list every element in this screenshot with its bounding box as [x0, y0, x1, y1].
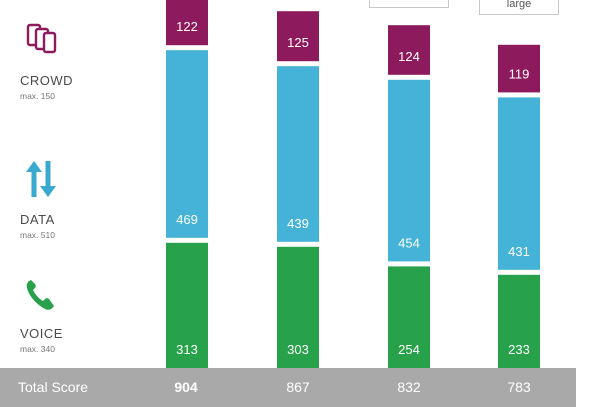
- total-value-1: 904: [174, 379, 198, 395]
- phones-icon: [24, 22, 58, 61]
- value-label-crowd-2: 125: [287, 35, 309, 50]
- bar-voice-2: [277, 246, 319, 368]
- total-value-3: 832: [397, 379, 421, 395]
- total-value-2: 867: [286, 379, 310, 395]
- crowd-label: CROWD: [20, 73, 74, 88]
- bar-crowd-1: [166, 0, 208, 46]
- value-label-voice-4: 233: [508, 342, 530, 357]
- total-score-label: Total Score: [18, 379, 89, 395]
- bar-voice-1: [166, 242, 208, 368]
- value-label-voice-2: 303: [287, 342, 309, 357]
- callout-box-3: [369, 0, 449, 8]
- total-value-4: 783: [507, 379, 531, 395]
- bar-data-4: [498, 97, 540, 270]
- voice-label: VOICE: [20, 326, 63, 341]
- bar-voice-3: [388, 266, 430, 368]
- value-label-data-2: 439: [287, 216, 309, 231]
- bar-voice-4: [498, 274, 540, 368]
- value-label-crowd-4: 119: [509, 66, 530, 81]
- category-data: DATA max. 510: [0, 150, 150, 250]
- bar-data-3: [388, 79, 430, 262]
- bar-crowd-2: [277, 11, 319, 62]
- value-label-data-4: 431: [508, 244, 530, 259]
- stacked-bar-chart: 313 469 122 303 439 125 254 454 124 233 431 119: [166, 0, 540, 368]
- up-down-arrows-icon: [24, 159, 58, 204]
- voice-max: max. 340: [20, 344, 55, 354]
- bar-data-2: [277, 66, 319, 242]
- callout-box-4: large: [479, 0, 559, 15]
- phone-handset-icon: [24, 278, 56, 317]
- callout-text-large: large: [506, 0, 532, 10]
- data-label: DATA: [20, 212, 55, 227]
- bar-crowd-4: [498, 44, 540, 93]
- value-label-data-3: 454: [398, 235, 420, 250]
- value-label-voice-1: 313: [176, 342, 198, 357]
- data-max: max. 510: [20, 230, 55, 240]
- bar-crowd-3: [388, 25, 430, 75]
- value-label-crowd-3: 124: [398, 49, 420, 64]
- value-label-crowd-1: 122: [176, 19, 198, 34]
- value-label-voice-3: 254: [398, 342, 420, 357]
- bar-data-1: [166, 50, 208, 238]
- crowd-max: max. 150: [20, 91, 55, 101]
- total-score-row: Total Score 904 867 832 783: [0, 368, 576, 407]
- category-voice: VOICE max. 340: [0, 270, 150, 360]
- value-label-data-1: 469: [176, 212, 198, 227]
- category-crowd: CROWD max. 150: [0, 0, 150, 110]
